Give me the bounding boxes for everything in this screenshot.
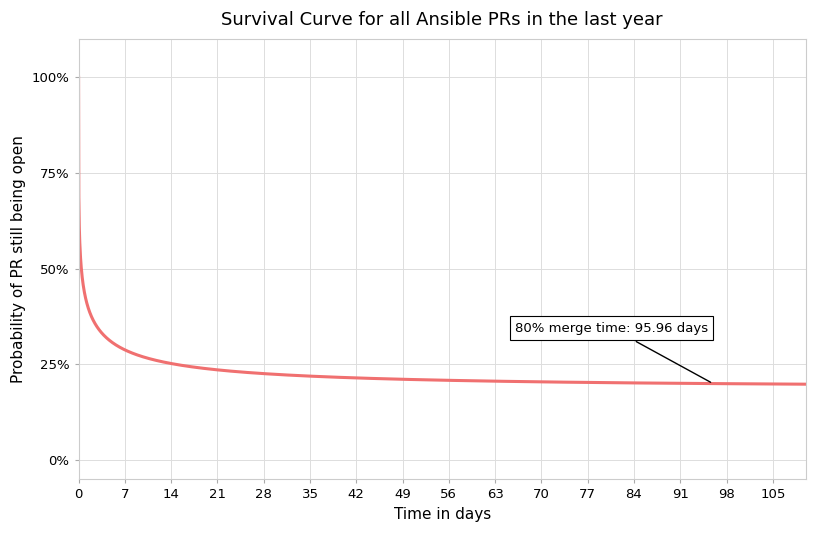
Text: 80% merge time: 95.96 days: 80% merge time: 95.96 days bbox=[515, 321, 711, 382]
Y-axis label: Probability of PR still being open: Probability of PR still being open bbox=[11, 135, 26, 383]
X-axis label: Time in days: Time in days bbox=[394, 507, 491, 522]
Title: Survival Curve for all Ansible PRs in the last year: Survival Curve for all Ansible PRs in th… bbox=[221, 11, 663, 29]
